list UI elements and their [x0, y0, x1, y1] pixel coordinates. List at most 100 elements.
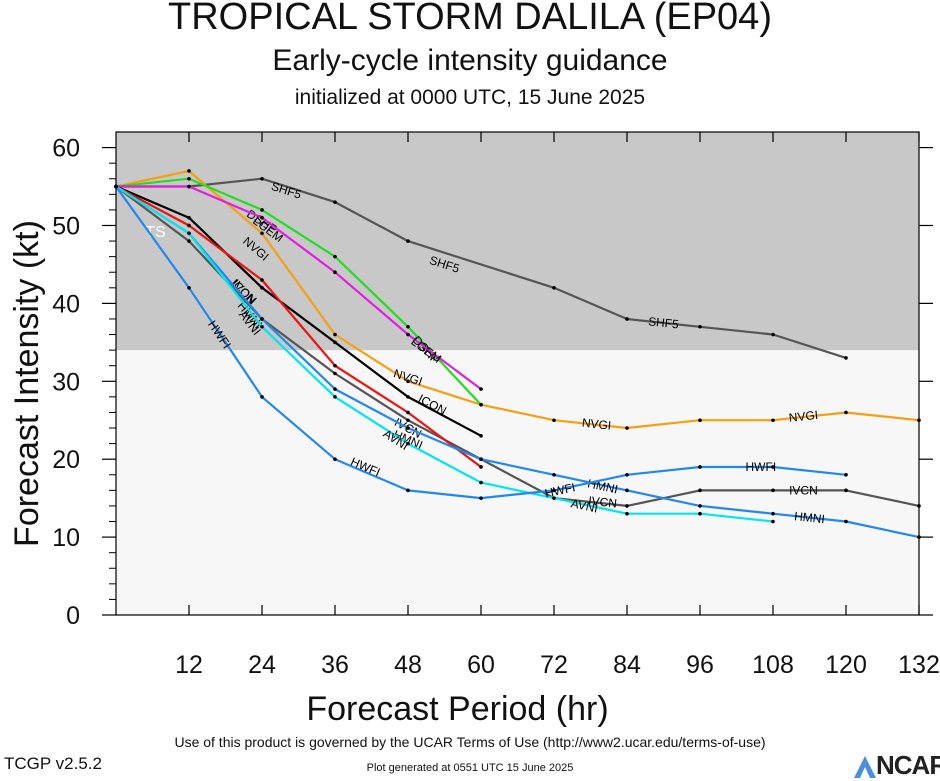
data-point [844, 472, 848, 477]
data-point [844, 410, 848, 415]
y-tick-label: 20 [52, 446, 80, 474]
series-label: HMNI [794, 509, 826, 526]
plot-frame [115, 131, 920, 616]
x-tick-label: 24 [248, 651, 276, 679]
chart-subtitle: Early-cycle intensity guidance [272, 44, 668, 77]
data-point [333, 332, 337, 337]
data-point [187, 286, 191, 290]
data-point [333, 457, 337, 461]
ts-band [116, 132, 919, 351]
data-point [406, 324, 410, 329]
x-tick-label: 36 [321, 651, 349, 679]
x-axis-label: Forecast Period (hr) [306, 690, 608, 728]
x-tick-label: 108 [752, 651, 794, 679]
data-point [771, 519, 775, 524]
data-point [333, 387, 337, 391]
data-point [479, 496, 483, 500]
data-point [187, 176, 191, 181]
data-point [406, 426, 410, 430]
x-tick-label: 48 [394, 651, 422, 679]
data-point [260, 278, 264, 282]
series-label: NVGI [788, 408, 819, 425]
x-tick-label: 132 [898, 651, 940, 679]
data-point [698, 504, 702, 508]
data-point [406, 332, 410, 337]
data-point [406, 395, 410, 399]
data-point [187, 184, 191, 189]
data-point [698, 324, 702, 329]
x-tick-label: 96 [686, 651, 714, 679]
x-tick-label: 120 [825, 651, 867, 679]
data-point [552, 488, 556, 493]
x-tick-label: 60 [467, 651, 495, 679]
series-line [115, 185, 774, 523]
x-tick-label: 12 [175, 651, 203, 679]
series-line [115, 185, 482, 437]
series-line [115, 177, 482, 406]
data-point [625, 488, 629, 493]
data-point [625, 317, 629, 321]
data-point [187, 239, 191, 243]
series-label: SHF5 [647, 314, 679, 331]
data-point [187, 215, 191, 220]
data-point [771, 488, 775, 493]
data-point [552, 418, 556, 423]
data-point [406, 239, 410, 243]
y-axis-label: Forecast Intensity (kt) [8, 220, 46, 547]
series-line [116, 185, 482, 390]
data-point [260, 317, 264, 321]
data-point [479, 457, 483, 461]
data-point [333, 371, 337, 376]
data-point [333, 254, 337, 259]
ncar-logo-icon [854, 756, 876, 778]
series-label: NVGI [581, 416, 612, 433]
chart-title: TROPICAL STORM DALILA (EP04) [168, 0, 772, 38]
data-point [406, 379, 410, 384]
data-point [771, 418, 775, 423]
series-line [116, 177, 847, 359]
data-point [625, 426, 629, 430]
series-label: AVNI [570, 496, 599, 515]
data-point [333, 270, 337, 275]
y-tick-label: 30 [52, 368, 80, 396]
data-point [187, 231, 191, 236]
series-label: HWFI [746, 460, 777, 474]
data-point [625, 511, 629, 516]
series-label: IVCN [789, 483, 818, 497]
data-point [698, 511, 702, 516]
data-point [260, 231, 264, 236]
data-point [333, 395, 337, 399]
data-point [187, 169, 191, 173]
data-point [698, 418, 702, 423]
y-tick-label: 0 [66, 602, 80, 630]
data-point [406, 418, 410, 423]
data-point [625, 472, 629, 477]
x-tick-label: 84 [613, 651, 641, 679]
terms-of-use[interactable]: Use of this product is governed by the U… [174, 734, 766, 750]
data-point [260, 208, 264, 212]
data-point [479, 434, 483, 438]
ncar-logo: NCAR [852, 750, 940, 780]
data-point [771, 332, 775, 337]
data-point [406, 488, 410, 493]
series-line [115, 185, 920, 539]
series-label: HWFI [544, 480, 577, 500]
y-tick-label: 10 [52, 524, 80, 552]
data-point [260, 395, 264, 399]
series-line [115, 185, 482, 468]
data-point [260, 286, 264, 290]
data-point [698, 488, 702, 493]
data-point [479, 480, 483, 485]
data-point [479, 402, 483, 407]
data-point [260, 215, 264, 220]
ncar-logo-text: NCAR [876, 750, 940, 780]
data-point [844, 356, 848, 360]
data-point [552, 286, 556, 290]
y-tick-label: 60 [52, 135, 80, 163]
data-point [333, 363, 337, 368]
generated-time: Plot generated at 0551 UTC 15 June 2025 [366, 762, 574, 774]
data-point [552, 472, 556, 477]
data-point [260, 176, 264, 181]
